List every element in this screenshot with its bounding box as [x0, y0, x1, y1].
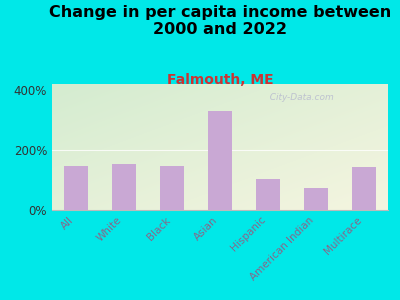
- Text: Change in per capita income between
2000 and 2022: Change in per capita income between 2000…: [49, 4, 391, 37]
- Bar: [112, 164, 136, 210]
- Bar: [352, 167, 376, 210]
- Bar: [160, 166, 184, 210]
- Bar: [64, 166, 88, 210]
- Bar: [256, 178, 280, 210]
- Text: Falmouth, ME: Falmouth, ME: [167, 74, 273, 88]
- Text: City-Data.com: City-Data.com: [264, 93, 334, 102]
- Bar: [208, 111, 232, 210]
- Bar: [304, 188, 328, 210]
